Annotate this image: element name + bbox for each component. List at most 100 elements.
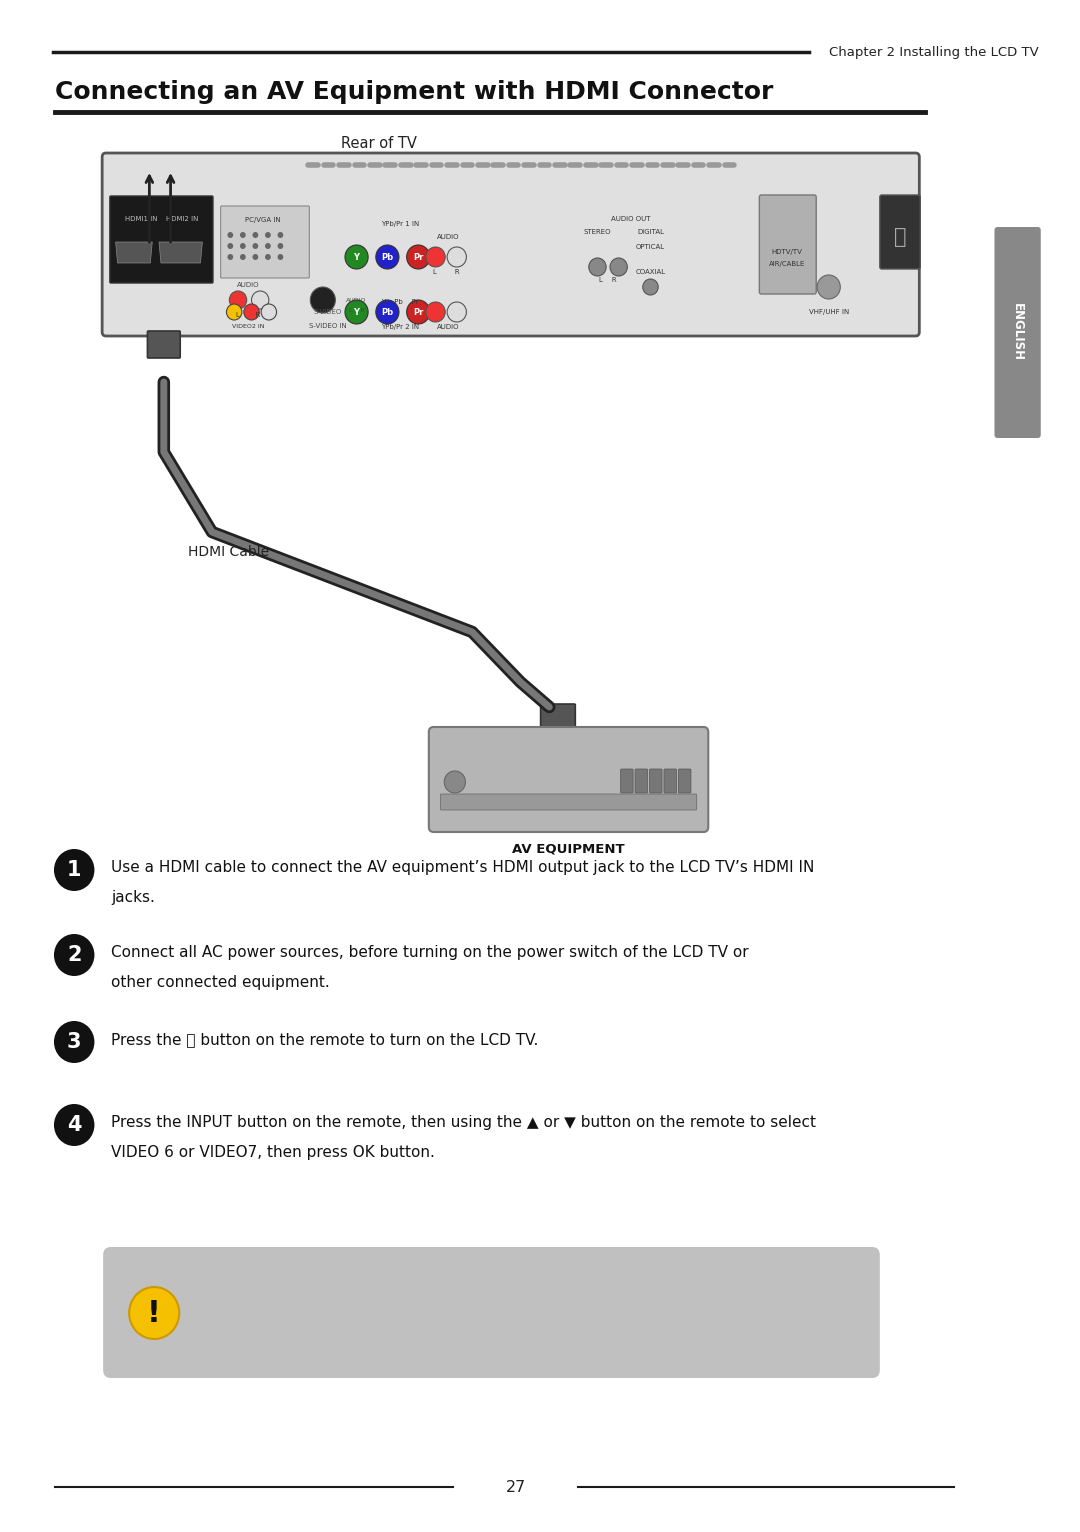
Text: YPb/Pr 1 IN: YPb/Pr 1 IN — [381, 221, 419, 227]
Circle shape — [444, 771, 465, 794]
Text: HDTV/TV: HDTV/TV — [772, 250, 802, 254]
Text: ⏻: ⏻ — [894, 227, 906, 247]
Circle shape — [253, 254, 258, 260]
Circle shape — [253, 244, 258, 250]
FancyBboxPatch shape — [429, 728, 708, 832]
Circle shape — [228, 254, 233, 260]
Text: Pr: Pr — [413, 308, 423, 317]
FancyBboxPatch shape — [635, 769, 648, 794]
Circle shape — [447, 247, 467, 267]
Text: Pb: Pb — [381, 253, 393, 262]
Text: Connect all AC power sources, before turning on the power switch of the LCD TV o: Connect all AC power sources, before tur… — [111, 945, 748, 961]
FancyBboxPatch shape — [103, 153, 919, 336]
Circle shape — [54, 935, 94, 976]
Text: DIGITAL: DIGITAL — [637, 228, 664, 234]
FancyBboxPatch shape — [664, 769, 676, 794]
Circle shape — [310, 286, 336, 313]
Circle shape — [278, 231, 283, 237]
Text: HDMI Cable: HDMI Cable — [188, 545, 269, 559]
FancyBboxPatch shape — [678, 769, 691, 794]
Circle shape — [253, 231, 258, 237]
Text: Y: Y — [353, 253, 360, 262]
Circle shape — [227, 303, 242, 320]
Text: AUDIO OUT: AUDIO OUT — [611, 216, 651, 222]
Text: AUDIO: AUDIO — [238, 282, 260, 288]
FancyBboxPatch shape — [220, 205, 309, 277]
FancyBboxPatch shape — [759, 195, 816, 294]
Text: STEREO: STEREO — [583, 228, 611, 234]
Polygon shape — [116, 242, 152, 264]
Text: The HDMI connector provides both video and audio signals, it’s not: The HDMI connector provides both video a… — [191, 1287, 768, 1302]
Circle shape — [130, 1287, 179, 1339]
Circle shape — [265, 254, 271, 260]
Text: Y: Y — [353, 308, 360, 317]
Text: AIR/CABLE: AIR/CABLE — [769, 260, 806, 267]
Circle shape — [54, 1020, 94, 1063]
Text: Chapter 2 Installing the LCD TV: Chapter 2 Installing the LCD TV — [828, 46, 1039, 58]
FancyBboxPatch shape — [649, 769, 662, 794]
FancyBboxPatch shape — [441, 794, 697, 810]
Text: HDMI2 IN: HDMI2 IN — [165, 216, 198, 222]
FancyBboxPatch shape — [103, 1247, 880, 1377]
Text: VIDEO 6 or VIDEO7, then press OK button.: VIDEO 6 or VIDEO7, then press OK button. — [111, 1144, 434, 1160]
Circle shape — [240, 254, 246, 260]
Text: ENGLISH: ENGLISH — [1011, 303, 1024, 362]
Text: Press the ⏻ button on the remote to turn on the LCD TV.: Press the ⏻ button on the remote to turn… — [111, 1033, 538, 1046]
Text: 2: 2 — [67, 945, 81, 965]
Text: COAXIAL: COAXIAL — [635, 270, 665, 276]
Text: 1: 1 — [67, 859, 81, 879]
Text: VHF/UHF IN: VHF/UHF IN — [809, 309, 849, 316]
FancyBboxPatch shape — [148, 331, 180, 358]
Circle shape — [229, 291, 246, 309]
Text: AUDIO: AUDIO — [436, 234, 459, 241]
Circle shape — [278, 254, 283, 260]
Circle shape — [261, 303, 276, 320]
Text: S-VIDEO IN: S-VIDEO IN — [309, 323, 347, 329]
Circle shape — [643, 279, 658, 296]
Polygon shape — [159, 242, 202, 264]
FancyBboxPatch shape — [541, 705, 576, 728]
Circle shape — [345, 245, 368, 270]
Circle shape — [240, 244, 246, 250]
Text: AUDIO: AUDIO — [436, 323, 459, 329]
FancyBboxPatch shape — [110, 196, 213, 283]
Circle shape — [278, 244, 283, 250]
Circle shape — [610, 257, 627, 276]
Text: necessary to connect the audio cable.: necessary to connect the audio cable. — [191, 1311, 516, 1327]
Text: L    R: L R — [599, 277, 617, 283]
Text: Pr: Pr — [413, 253, 423, 262]
Circle shape — [252, 291, 269, 309]
Circle shape — [426, 247, 445, 267]
Text: other connected equipment.: other connected equipment. — [111, 974, 329, 990]
Circle shape — [589, 257, 606, 276]
Text: 3: 3 — [67, 1033, 81, 1052]
Text: 4: 4 — [67, 1115, 81, 1135]
Text: YPb/Pr 2 IN: YPb/Pr 2 IN — [381, 323, 419, 329]
Text: AUDIO: AUDIO — [347, 297, 367, 302]
Circle shape — [228, 244, 233, 250]
Circle shape — [265, 231, 271, 237]
Text: L        R: L R — [433, 270, 459, 276]
Text: HDMI1 IN: HDMI1 IN — [125, 216, 158, 222]
Circle shape — [407, 245, 430, 270]
FancyBboxPatch shape — [880, 195, 920, 270]
Text: jacks.: jacks. — [111, 890, 154, 905]
Text: VIDEO2 IN: VIDEO2 IN — [232, 323, 265, 328]
Text: Y    Pb    Pr: Y Pb Pr — [381, 299, 419, 305]
Circle shape — [447, 302, 467, 322]
Circle shape — [244, 303, 259, 320]
Text: Press the INPUT button on the remote, then using the ▲ or ▼ button on the remote: Press the INPUT button on the remote, th… — [111, 1115, 815, 1131]
Text: 27: 27 — [505, 1480, 526, 1495]
Circle shape — [818, 276, 840, 299]
Text: !: ! — [147, 1299, 161, 1328]
Circle shape — [228, 231, 233, 237]
Circle shape — [54, 1105, 94, 1146]
Text: Rear of TV: Rear of TV — [341, 135, 417, 150]
Text: Connecting an AV Equipment with HDMI Connector: Connecting an AV Equipment with HDMI Con… — [55, 80, 773, 104]
Text: AV EQUIPMENT: AV EQUIPMENT — [512, 843, 625, 855]
Circle shape — [345, 300, 368, 323]
Circle shape — [240, 231, 246, 237]
Circle shape — [54, 849, 94, 892]
FancyBboxPatch shape — [995, 227, 1041, 438]
Text: L    R: L R — [349, 308, 364, 313]
